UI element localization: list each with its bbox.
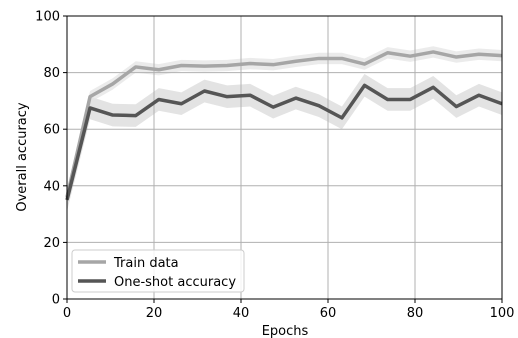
y-axis-label: Overall accuracy	[15, 102, 30, 212]
x-tick-label: 0	[63, 306, 71, 321]
x-tick-label: 80	[407, 306, 424, 321]
y-tick-label: 40	[43, 179, 60, 194]
x-tick-label: 60	[320, 306, 337, 321]
series-line-one-shot-accuracy	[65, 83, 503, 201]
legend: Train data One-shot accuracy	[71, 249, 245, 293]
x-tick-label: 40	[233, 306, 250, 321]
y-tick-label: 80	[43, 66, 60, 81]
series-lines	[65, 50, 503, 201]
x-axis-label: Epochs	[262, 324, 309, 338]
series-line-train-data	[65, 50, 503, 198]
y-tick-label: 0	[52, 293, 60, 308]
y-tick-label: 100	[35, 10, 60, 25]
plot-frame	[66, 15, 503, 300]
y-tick-label: 60	[43, 123, 60, 138]
y-tick-label: 20	[43, 236, 60, 251]
axis-ticks: 0 20 40 60 80 100 0 20 40 60 80 100	[35, 10, 514, 322]
legend-label-train-data: Train data	[113, 256, 179, 271]
legend-label-one-shot-accuracy: One-shot accuracy	[114, 275, 236, 290]
confidence-bands	[67, 46, 502, 212]
band-one-shot-accuracy	[67, 74, 502, 212]
x-tick-label: 20	[146, 306, 163, 321]
x-tick-label: 100	[490, 306, 515, 321]
legend-box	[71, 249, 245, 293]
band-train-data	[67, 46, 502, 203]
